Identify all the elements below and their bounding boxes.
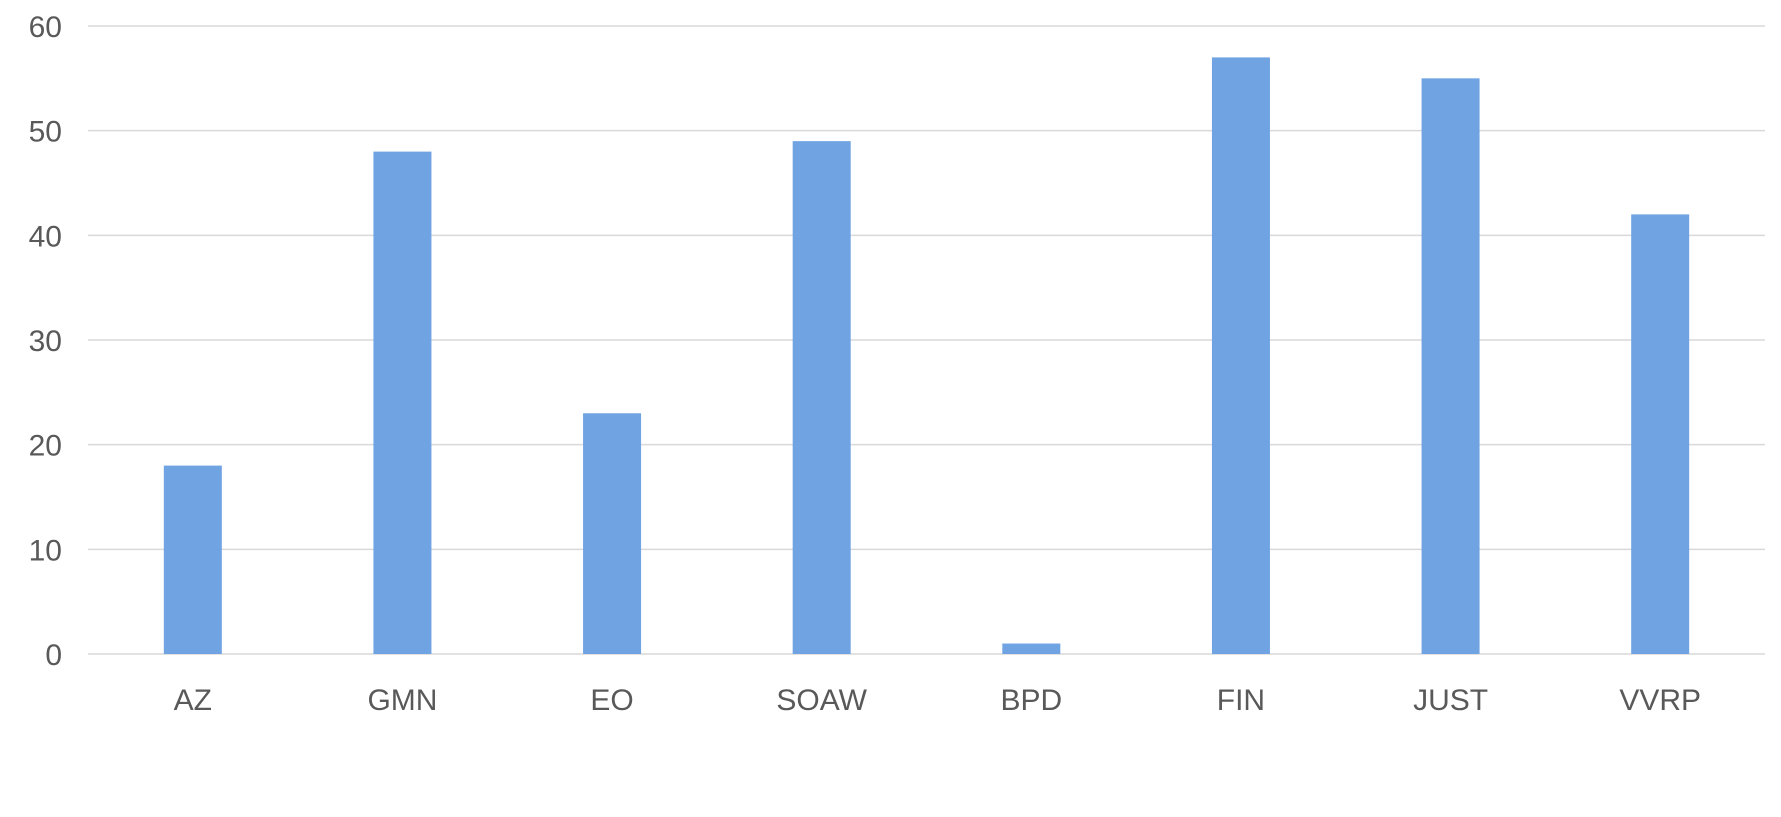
y-tick-label: 20 [29,430,62,463]
x-tick-label-bpd: BPD [1000,684,1062,717]
x-tick-label-gmn: GMN [367,684,437,717]
x-tick-label-just: JUST [1413,684,1488,717]
x-tick-label-vvrp: VVRP [1619,684,1701,717]
y-axis-tick-labels: 0 10 20 30 40 50 60 [29,11,62,672]
bar-eo [583,413,642,654]
bar-soaw [792,141,851,655]
bar-gmn [373,151,432,654]
y-tick-label: 0 [45,639,62,672]
bar-vvrp [1631,214,1690,654]
y-tick-label: 10 [29,534,62,567]
bars [163,57,1690,655]
bar-just [1421,78,1480,655]
y-tick-label: 60 [29,11,62,44]
bar-bpd [1002,643,1061,654]
bar-fin [1211,57,1270,654]
y-tick-label: 40 [29,220,62,253]
bar-az [163,465,222,654]
x-axis-category-labels: AZ GMN EO SOAW BPD FIN JUST VVRP [174,684,1701,717]
x-tick-label-eo: EO [590,684,633,717]
y-tick-label: 50 [29,116,62,149]
x-tick-label-fin: FIN [1217,684,1265,717]
gridlines [88,25,1765,655]
y-tick-label: 30 [29,325,62,358]
x-tick-label-soaw: SOAW [776,684,867,717]
x-tick-label-az: AZ [174,684,212,717]
